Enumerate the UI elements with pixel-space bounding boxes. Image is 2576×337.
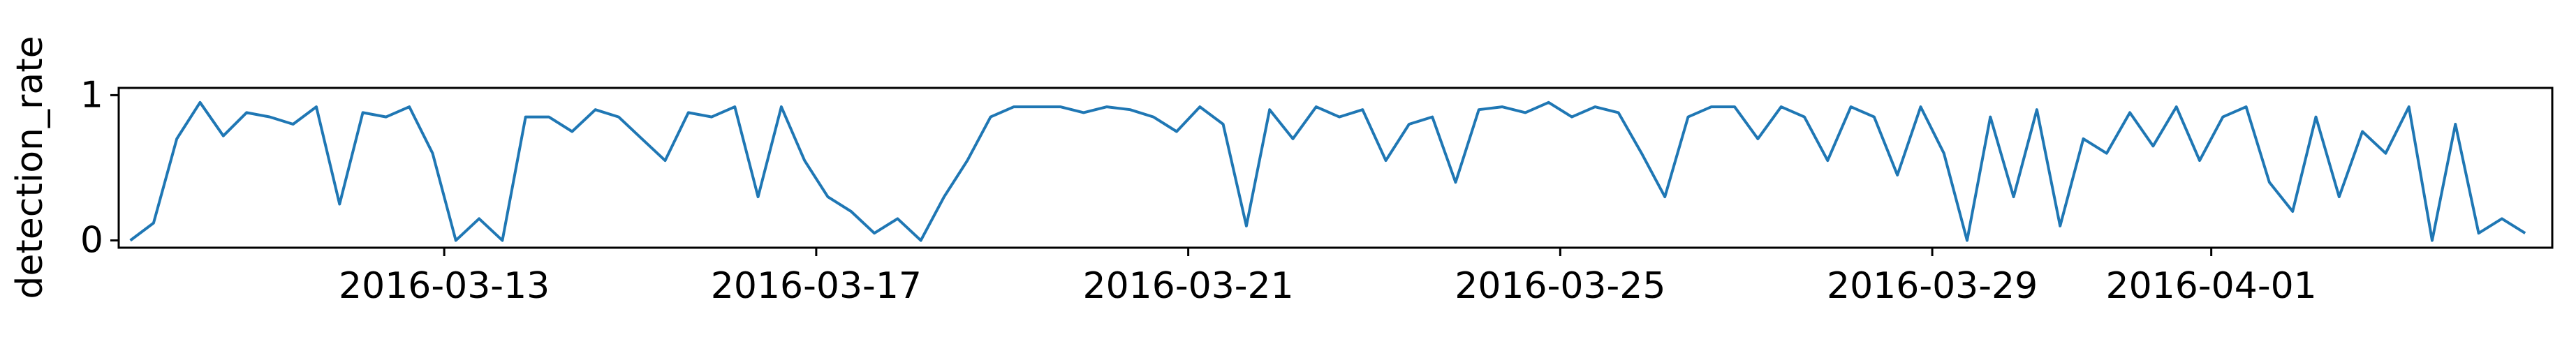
x-tick-label: 2016-03-25 — [1455, 265, 1665, 307]
y-tick-label: 1 — [80, 74, 103, 116]
y-axis: 01 — [80, 74, 119, 262]
plot-frame — [117, 87, 2554, 249]
x-tick-label: 2016-03-17 — [711, 265, 922, 307]
x-tick-label: 2016-04-01 — [2106, 265, 2317, 307]
series-line-0 — [129, 100, 2526, 242]
plot-area — [129, 100, 2526, 242]
y-axis-title: detection_rate — [9, 36, 51, 299]
x-tick-label: 2016-03-21 — [1083, 265, 1294, 307]
y-tick-label: 0 — [80, 220, 103, 262]
x-tick-label: 2016-03-29 — [1827, 265, 2038, 307]
x-tick-label: 2016-03-13 — [339, 265, 550, 307]
x-axis: 2016-03-13 2016-03-17 2016-03-21 2016-03-25… — [339, 248, 2317, 307]
